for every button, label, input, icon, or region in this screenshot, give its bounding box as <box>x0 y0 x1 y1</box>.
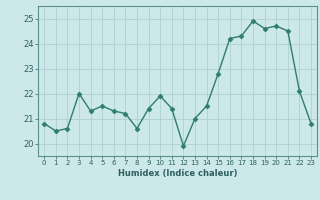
X-axis label: Humidex (Indice chaleur): Humidex (Indice chaleur) <box>118 169 237 178</box>
